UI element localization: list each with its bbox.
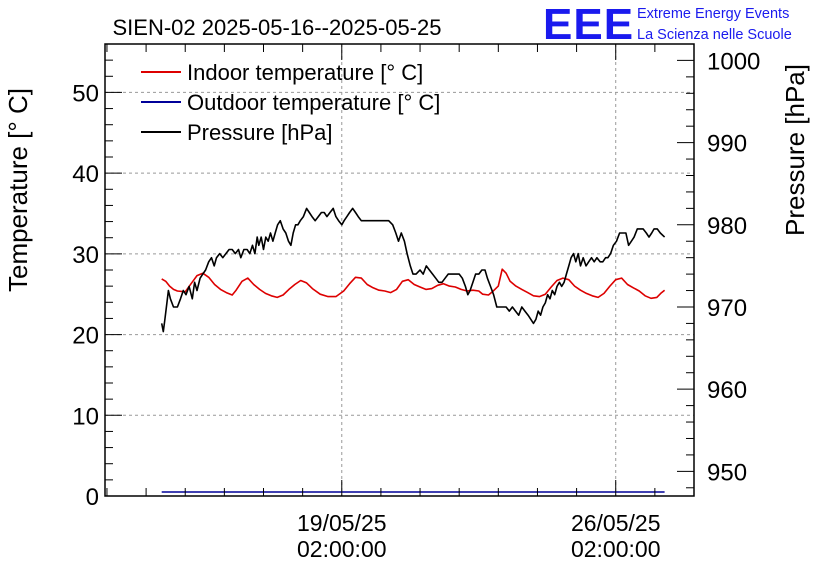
legend: Indoor temperature [° C] Outdoor tempera…	[141, 60, 440, 145]
y-tick-label: 30	[72, 242, 99, 269]
x-tick-label-time: 02:00:00	[297, 536, 387, 562]
legend-label-indoor: Indoor temperature [° C]	[187, 60, 423, 85]
x-tick-label-date: 19/05/25	[297, 510, 387, 536]
eee-logo-line2: La Scienza nelle Scuole	[637, 27, 792, 43]
y2-tick-label: 990	[707, 131, 747, 158]
y2-tick-label: 960	[707, 377, 747, 404]
eee-logo: EEE Extreme Energy Events La Scienza nel…	[543, 0, 792, 49]
axes: 01020304050950960970980990100019/05/2502…	[72, 43, 760, 562]
y2-tick-label: 950	[707, 459, 747, 486]
series-layer	[160, 207, 666, 493]
eee-logo-mark: EEE	[543, 0, 634, 49]
x-tick-label-date: 26/05/25	[571, 510, 661, 536]
chart-title: SIEN-02 2025-05-16--2025-05-25	[113, 15, 442, 40]
y2-tick-label: 970	[707, 295, 747, 322]
eee-logo-line1: Extreme Energy Events	[637, 6, 789, 22]
y-tick-label: 20	[72, 323, 99, 350]
y2-tick-label: 1000	[707, 48, 760, 75]
y2-tick-label: 980	[707, 213, 747, 240]
x-tick-label-time: 02:00:00	[571, 536, 661, 562]
grid-lines	[105, 44, 694, 496]
y2-axis-label: Pressure [hPa]	[780, 64, 810, 236]
y-tick-label: 10	[72, 403, 99, 430]
y-axis-label: Temperature [° C]	[3, 88, 33, 292]
y-tick-label: 0	[86, 484, 99, 511]
series-line-pressure	[160, 207, 666, 333]
legend-label-outdoor: Outdoor temperature [° C]	[187, 90, 440, 115]
y-tick-label: 50	[72, 80, 99, 107]
series-line-indoor-temperature	[161, 268, 666, 300]
y-tick-label: 40	[72, 161, 99, 188]
legend-label-pressure: Pressure [hPa]	[187, 120, 333, 145]
